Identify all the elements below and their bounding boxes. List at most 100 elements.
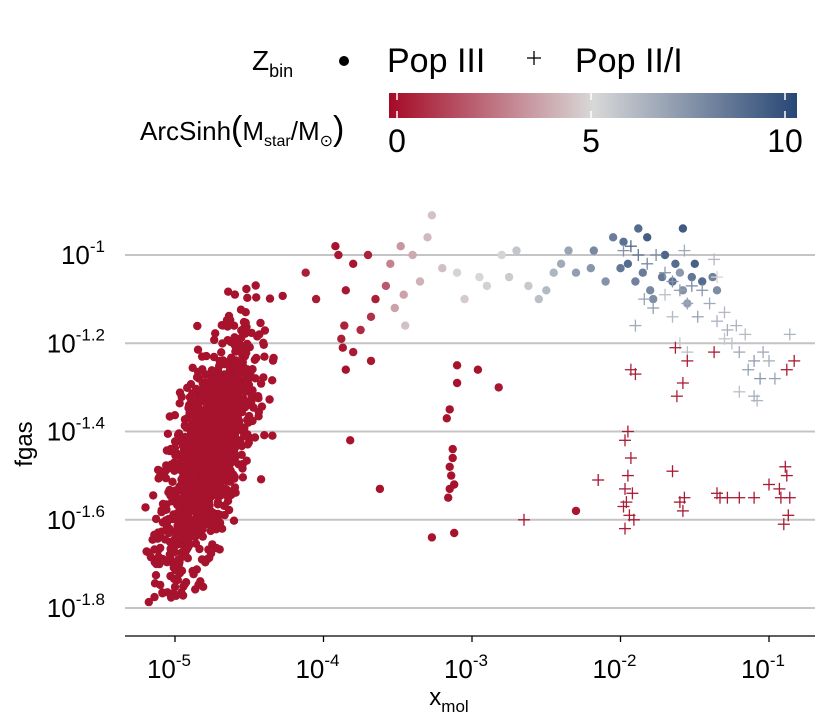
data-point-pop2 bbox=[780, 469, 793, 482]
data-point-pop3 bbox=[215, 518, 225, 527]
data-point-pop3 bbox=[199, 471, 208, 480]
data-point-pop3 bbox=[150, 530, 159, 539]
data-point-pop3 bbox=[215, 422, 225, 432]
data-point-pop3 bbox=[204, 512, 213, 521]
data-point-pop3 bbox=[167, 539, 177, 549]
data-point-pop2 bbox=[739, 328, 752, 341]
data-point-pop3 bbox=[161, 466, 171, 475]
data-point-pop3 bbox=[571, 506, 581, 516]
data-point-pop2 bbox=[779, 460, 792, 473]
data-point-pop3 bbox=[183, 519, 192, 529]
data-point-pop3 bbox=[228, 433, 238, 443]
data-point-pop3 bbox=[220, 501, 229, 510]
data-point-pop2 bbox=[617, 500, 630, 513]
data-point-pop3 bbox=[200, 397, 210, 407]
data-point-pop3 bbox=[210, 469, 220, 478]
data-point-pop3 bbox=[177, 463, 186, 472]
data-point-pop2 bbox=[691, 310, 704, 323]
data-point-pop3 bbox=[230, 361, 240, 370]
y-tick-label: 10-1.8 bbox=[47, 590, 105, 623]
data-point-pop2 bbox=[721, 324, 734, 336]
data-point-pop2 bbox=[670, 390, 683, 403]
data-point-pop3 bbox=[675, 268, 685, 277]
data-point-pop3 bbox=[236, 305, 246, 314]
data-point-pop3 bbox=[450, 528, 459, 538]
data-point-pop3 bbox=[227, 406, 237, 416]
data-point-pop2 bbox=[624, 452, 637, 464]
legend-label-pop3: Pop III bbox=[387, 42, 485, 80]
data-point-pop3 bbox=[616, 264, 625, 273]
data-point-pop3 bbox=[268, 376, 277, 385]
data-point-pop3 bbox=[381, 281, 391, 291]
y-tick-label: 10-1 bbox=[61, 237, 105, 270]
data-point-pop3 bbox=[201, 370, 210, 379]
data-point-pop3 bbox=[556, 259, 566, 268]
data-point-pop3 bbox=[690, 259, 699, 268]
data-point-pop3 bbox=[438, 264, 447, 273]
axes: 10-1 10-1.2 10-1.4 10-1.6 10-1.8 10-5 10-4 10-3… bbox=[47, 237, 815, 684]
data-point-pop3 bbox=[188, 566, 197, 576]
data-point-pop3 bbox=[712, 286, 722, 295]
data-point-pop2 bbox=[708, 253, 721, 266]
data-point-pop3 bbox=[172, 528, 181, 538]
data-point-pop2 bbox=[777, 518, 790, 531]
data-point-pop3 bbox=[177, 588, 186, 597]
data-point-pop3 bbox=[190, 506, 199, 516]
data-point-pop3 bbox=[427, 211, 437, 220]
data-point-pop3 bbox=[186, 380, 196, 389]
data-point-pop3 bbox=[193, 514, 203, 523]
data-point-pop3 bbox=[260, 352, 269, 361]
data-point-pop3 bbox=[224, 287, 233, 296]
data-point-pop3 bbox=[230, 290, 240, 299]
data-point-pop3 bbox=[218, 488, 227, 497]
data-point-pop3 bbox=[442, 414, 451, 423]
data-point-pop3 bbox=[399, 290, 408, 299]
data-point-pop3 bbox=[211, 525, 221, 534]
data-point-pop3 bbox=[245, 374, 254, 383]
data-point-pop2 bbox=[626, 487, 639, 500]
data-point-pop3 bbox=[199, 582, 208, 591]
data-point-pop3 bbox=[657, 272, 667, 282]
data-point-pop3 bbox=[242, 284, 251, 294]
data-point-pop3 bbox=[447, 471, 456, 480]
data-point-pop3 bbox=[646, 286, 655, 295]
data-point-pop2 bbox=[757, 346, 770, 359]
data-point-pop3 bbox=[619, 237, 628, 246]
data-point-pop3 bbox=[251, 281, 260, 290]
data-point-pop3 bbox=[191, 445, 201, 455]
data-point-pop3 bbox=[254, 412, 263, 421]
data-point-pop3 bbox=[190, 471, 199, 481]
data-point-pop3 bbox=[170, 411, 180, 420]
data-point-pop3 bbox=[232, 422, 241, 432]
data-point-pop3 bbox=[192, 432, 202, 441]
y-tick-label: 10-1.6 bbox=[47, 502, 105, 535]
data-point-pop3 bbox=[191, 414, 200, 424]
data-point-pop3 bbox=[301, 268, 310, 277]
data-point-pop3 bbox=[504, 272, 514, 282]
x-axis-label: xmol bbox=[429, 684, 468, 716]
data-point-pop2 bbox=[641, 257, 654, 270]
data-point-pop3 bbox=[180, 528, 189, 537]
data-point-pop3 bbox=[171, 566, 180, 575]
y-tick-label: 10-1.4 bbox=[47, 414, 105, 447]
x-tick-label: 10-2 bbox=[592, 651, 636, 684]
shape-legend: Zbin Pop III Pop II/I bbox=[252, 42, 683, 81]
data-point-pop2 bbox=[629, 319, 642, 332]
data-point-pop2 bbox=[619, 434, 631, 447]
data-point-pop3 bbox=[225, 370, 234, 379]
data-point-pop2 bbox=[659, 288, 671, 301]
data-point-pop3 bbox=[250, 433, 260, 442]
data-point-pop3 bbox=[235, 381, 245, 391]
data-point-pop2 bbox=[632, 249, 645, 261]
data-point-pop3 bbox=[256, 475, 266, 484]
data-point-pop3 bbox=[687, 272, 696, 282]
data-point-pop3 bbox=[390, 303, 399, 313]
colorbar-tick-label: 10 bbox=[767, 123, 803, 159]
data-point-pop3 bbox=[191, 539, 201, 548]
data-point-pop3 bbox=[427, 533, 437, 542]
data-point-pop3 bbox=[193, 345, 203, 354]
data-point-pop3 bbox=[260, 431, 269, 440]
data-point-pop2 bbox=[619, 482, 631, 495]
data-point-pop3 bbox=[161, 474, 171, 483]
data-point-pop2 bbox=[783, 328, 796, 341]
